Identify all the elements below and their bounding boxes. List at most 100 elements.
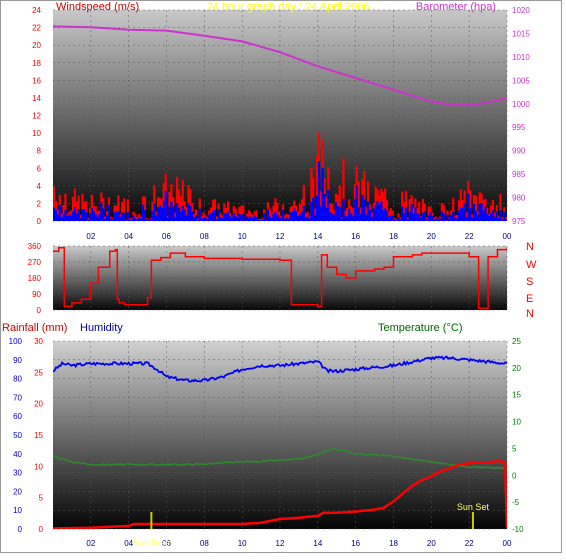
avg-wind-bar	[85, 212, 87, 221]
avg-wind-bar	[291, 211, 293, 221]
avg-wind-bar	[255, 217, 257, 221]
avg-wind-bar	[64, 210, 66, 221]
hour-tick: 14	[313, 232, 322, 241]
windspeed-tick: 8	[37, 147, 42, 156]
avg-wind-bar	[238, 214, 240, 221]
avg-wind-bar	[223, 213, 225, 221]
temperature-tick: 0	[512, 471, 517, 480]
avg-wind-bar	[375, 205, 377, 221]
barometer-label: Barometer (hpa)	[416, 1, 496, 13]
avg-wind-bar	[144, 210, 146, 221]
avg-wind-bar	[308, 219, 310, 221]
avg-wind-bar	[303, 206, 305, 221]
hour-tick: 12	[276, 539, 285, 548]
humidity-tick: 90	[13, 356, 22, 365]
avg-wind-bar	[149, 219, 151, 221]
sunset-label: Sun Set	[457, 502, 490, 512]
avg-wind-bar	[407, 220, 409, 221]
avg-wind-bar	[95, 214, 97, 221]
avg-wind-bar	[87, 220, 89, 221]
avg-wind-bar	[284, 219, 286, 221]
avg-wind-bar	[74, 207, 76, 221]
avg-wind-bar	[269, 216, 271, 221]
avg-wind-bar	[488, 216, 490, 221]
windspeed-tick: 2	[37, 199, 42, 208]
barometer-tick: 975	[512, 217, 526, 226]
avg-wind-bar	[337, 206, 339, 221]
avg-wind-bar	[61, 217, 63, 221]
hour-tick: 00	[503, 232, 512, 241]
avg-wind-bar	[100, 203, 102, 221]
avg-wind-bar	[246, 216, 248, 221]
avg-wind-bar	[422, 213, 424, 221]
avg-wind-bar	[429, 212, 431, 221]
avg-wind-bar	[346, 216, 348, 221]
avg-wind-bar	[356, 185, 358, 221]
avg-wind-bar	[484, 207, 486, 221]
avg-wind-bar	[448, 219, 450, 221]
avg-wind-bar	[458, 211, 460, 221]
avg-wind-bar	[403, 213, 405, 221]
avg-wind-bar	[57, 215, 59, 221]
avg-wind-bar	[170, 202, 172, 221]
avg-wind-bar	[229, 216, 231, 221]
windspeed-tick: 6	[37, 164, 42, 173]
direction-tick: 90	[32, 290, 41, 299]
avg-wind-bar	[301, 212, 303, 221]
avg-wind-bar	[142, 204, 144, 221]
avg-wind-bar	[384, 208, 386, 221]
avg-wind-bar	[236, 218, 238, 221]
barometer-tick: 1010	[512, 53, 530, 62]
avg-wind-bar	[121, 213, 123, 221]
avg-wind-bar	[394, 219, 396, 221]
avg-wind-bar	[395, 220, 397, 221]
temperature-tick: -5	[512, 498, 520, 507]
avg-wind-bar	[66, 216, 68, 221]
avg-wind-bar	[443, 214, 445, 221]
avg-wind-bar	[208, 215, 210, 221]
avg-wind-bar	[114, 212, 116, 221]
avg-wind-bar	[492, 210, 494, 221]
temperature-tick: 25	[512, 337, 521, 346]
direction-tick: 360	[28, 242, 42, 251]
avg-wind-bar	[180, 212, 182, 221]
avg-wind-bar	[350, 213, 352, 221]
avg-wind-bar	[165, 191, 167, 221]
avg-wind-bar	[363, 199, 365, 221]
avg-wind-bar	[469, 208, 471, 221]
avg-wind-bar	[280, 218, 282, 221]
avg-wind-bar	[123, 213, 125, 221]
avg-wind-bar	[460, 208, 462, 221]
avg-wind-bar	[53, 208, 55, 221]
avg-wind-bar	[146, 219, 148, 221]
avg-wind-bar	[473, 204, 475, 221]
hour-tick: 18	[389, 232, 398, 241]
avg-wind-bar	[248, 217, 250, 221]
rainfall-tick: 30	[34, 337, 43, 346]
avg-wind-bar	[414, 207, 416, 221]
avg-wind-bar	[409, 212, 411, 221]
chart-title: 24 hour graph day : 24 April 2006	[207, 1, 370, 13]
avg-wind-bar	[418, 214, 420, 221]
avg-wind-bar	[91, 208, 93, 221]
avg-wind-bar	[439, 219, 441, 221]
avg-wind-bar	[267, 209, 269, 221]
avg-wind-bar	[83, 209, 85, 221]
avg-wind-bar	[420, 217, 422, 221]
avg-wind-bar	[501, 220, 503, 221]
windspeed-tick: 0	[37, 217, 42, 226]
avg-wind-bar	[155, 215, 157, 221]
windspeed-tick: 12	[32, 112, 41, 121]
avg-wind-bar	[265, 220, 267, 221]
avg-wind-bar	[289, 212, 291, 221]
avg-wind-bar	[163, 201, 165, 221]
avg-wind-bar	[112, 219, 114, 221]
avg-wind-bar	[108, 205, 110, 221]
avg-wind-bar	[475, 211, 477, 221]
compass-letter: W	[526, 259, 537, 271]
temperature-tick: -10	[512, 525, 524, 534]
avg-wind-bar	[371, 217, 373, 221]
